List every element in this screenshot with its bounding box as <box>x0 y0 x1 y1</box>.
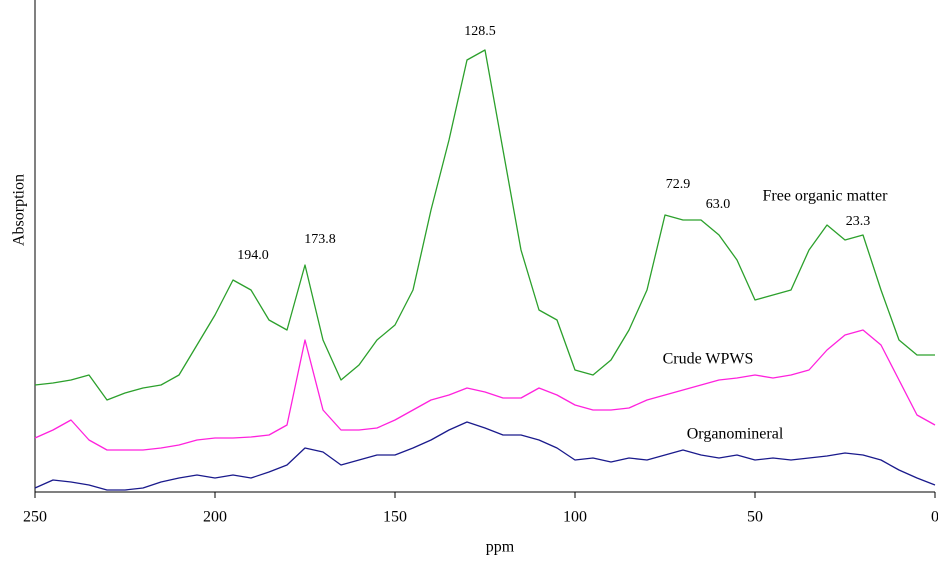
x-tick-label: 50 <box>747 509 763 526</box>
peak-label: 23.3 <box>846 214 871 229</box>
x-axis-label: ppm <box>486 539 515 556</box>
x-tick-label: 200 <box>203 509 227 526</box>
peak-label: 128.5 <box>464 24 496 39</box>
series-line <box>34 421 936 491</box>
y-axis-label: Absorption <box>11 174 28 246</box>
peak-label: 63.0 <box>706 197 731 212</box>
x-tick-label: 0 <box>931 509 938 526</box>
series-line <box>34 329 936 451</box>
x-tick-label: 150 <box>383 509 407 526</box>
peak-label: 72.9 <box>666 177 691 192</box>
series-label: Crude WPWS <box>663 351 754 368</box>
series-label: Free organic matter <box>763 188 889 205</box>
x-tick-label: 250 <box>23 509 47 526</box>
x-tick-label: 100 <box>563 509 587 526</box>
peak-label: 194.0 <box>237 248 269 263</box>
series-line <box>34 49 935 401</box>
series-label: Organomineral <box>687 426 784 443</box>
peak-label: 173.8 <box>304 232 336 247</box>
